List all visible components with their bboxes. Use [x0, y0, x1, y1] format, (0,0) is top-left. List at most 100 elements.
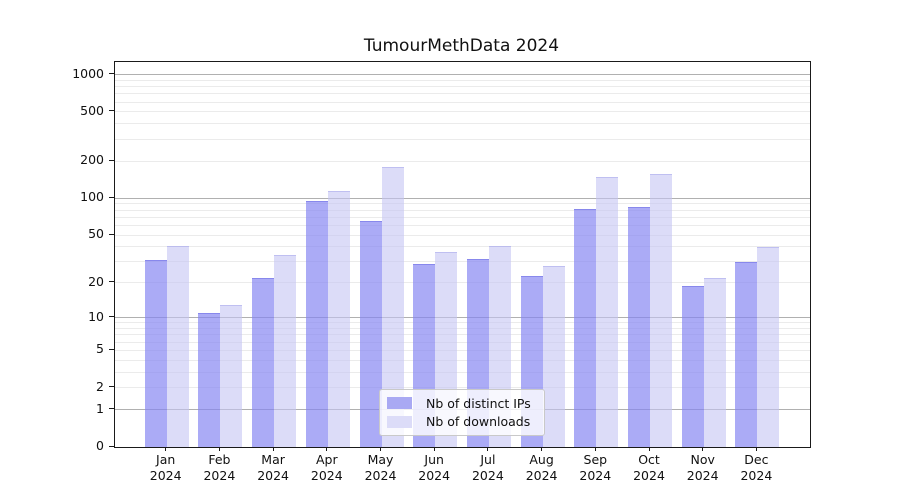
- y-tick-label: 1000: [72, 65, 104, 81]
- y-tick-label: 100: [80, 189, 104, 205]
- y-tick-mark: [109, 348, 114, 350]
- y-tick-mark: [109, 316, 114, 318]
- legend-swatch-distinct-ips-icon: [387, 397, 412, 410]
- y-tick-mark: [109, 73, 114, 75]
- x-tick-mark: [272, 447, 274, 451]
- y-tick-mark: [109, 233, 114, 235]
- gridline-minor: [115, 359, 810, 361]
- legend-item-downloads: Nb of downloads: [387, 414, 544, 429]
- bar-distinct-ips-oct: [628, 206, 650, 447]
- y-tick-mark: [109, 110, 114, 112]
- gridline-minor: [115, 79, 810, 81]
- x-tick-mark: [487, 447, 489, 451]
- gridline-minor: [115, 387, 810, 389]
- bar-distinct-ips-feb: [198, 313, 221, 447]
- x-tick-mark: [380, 447, 381, 451]
- x-tick-label: Aug 2024: [525, 452, 558, 483]
- y-tick-mark: [109, 196, 114, 198]
- x-tick-label: Jan 2024: [149, 452, 182, 483]
- bar-distinct-ips-mar: [252, 277, 275, 447]
- y-tick-label: 2: [96, 378, 104, 394]
- x-tick-mark: [702, 447, 704, 451]
- gridline-minor: [115, 334, 810, 336]
- x-tick-label: Oct 2024: [633, 452, 665, 483]
- legend-swatch-downloads-icon: [387, 415, 412, 428]
- bar-distinct-ips-nov: [681, 285, 704, 447]
- y-tick-mark: [109, 408, 114, 410]
- x-tick-label: Feb 2024: [203, 452, 236, 483]
- gridline-minor: [115, 209, 810, 211]
- y-tick-mark: [109, 281, 114, 283]
- gridline-minor: [115, 234, 810, 236]
- gridline-minor: [115, 246, 810, 248]
- legend-label-distinct-ips: Nb of distinct IPs: [426, 395, 531, 411]
- y-tick-label: 200: [80, 152, 104, 168]
- gridline-major: [115, 317, 810, 319]
- bar-distinct-ips-dec: [735, 261, 758, 447]
- bar-downloads-dec: [757, 246, 780, 447]
- legend-label-downloads: Nb of downloads: [426, 414, 531, 430]
- x-tick-label: Jun 2024: [418, 452, 451, 483]
- bar-downloads-apr: [327, 190, 350, 447]
- gridline-minor: [115, 216, 810, 218]
- gridline-minor: [115, 123, 810, 125]
- gridline-minor: [115, 160, 810, 162]
- y-tick-label: 1: [96, 400, 104, 416]
- y-tick-label: 500: [80, 102, 104, 118]
- legend: Nb of distinct IPs Nb of downloads: [379, 389, 545, 436]
- bar-downloads-feb: [220, 304, 243, 447]
- gridline-major: [115, 197, 810, 199]
- bar-downloads-jan: [166, 245, 189, 447]
- x-tick-mark: [648, 447, 650, 451]
- gridline-minor: [115, 86, 810, 88]
- gridline-minor: [115, 328, 810, 330]
- x-tick-label: Nov 2024: [686, 452, 719, 483]
- x-tick-label: Apr 2024: [310, 452, 343, 483]
- x-tick-label: May 2024: [364, 452, 397, 483]
- y-tick-mark: [109, 386, 114, 388]
- y-tick-label: 10: [88, 308, 104, 324]
- gridline-major: [115, 74, 810, 76]
- x-tick-label: Dec 2024: [740, 452, 773, 483]
- gridline-minor: [115, 349, 810, 351]
- x-tick-mark: [755, 447, 757, 451]
- y-tick-mark: [109, 445, 114, 447]
- gridline-minor: [115, 93, 810, 95]
- x-tick-mark: [165, 447, 167, 451]
- bar-downloads-may: [381, 166, 404, 447]
- y-tick-label: 50: [88, 226, 104, 242]
- bar-downloads-sep: [596, 177, 619, 447]
- bar-downloads-nov: [703, 277, 726, 447]
- gridline-minor: [115, 322, 810, 324]
- gridline-minor: [115, 341, 810, 343]
- y-tick-mark: [109, 159, 114, 161]
- gridline-minor: [115, 111, 810, 113]
- gridline-minor: [115, 101, 810, 103]
- gridline-minor: [115, 224, 810, 226]
- bar-downloads-aug: [542, 265, 565, 447]
- x-tick-mark: [594, 447, 596, 451]
- x-tick-mark: [433, 447, 435, 451]
- gridline-minor: [115, 261, 810, 263]
- bar-distinct-ips-apr: [305, 200, 328, 447]
- gridline-minor: [115, 282, 810, 284]
- gridline-minor: [115, 138, 810, 140]
- bar-downloads-oct: [650, 174, 672, 447]
- x-tick-mark: [218, 447, 220, 451]
- legend-item-distinct-ips: Nb of distinct IPs: [387, 396, 544, 411]
- y-tick-label: 0: [96, 438, 104, 453]
- chart-title: TumourMethData 2024: [363, 36, 560, 56]
- y-tick-label: 20: [88, 273, 104, 289]
- x-tick-label: Jul 2024: [471, 452, 504, 483]
- x-tick-label: Mar 2024: [257, 452, 289, 483]
- bar-downloads-mar: [274, 255, 297, 447]
- x-tick-label: Sep 2024: [579, 452, 612, 483]
- gridline-minor: [115, 371, 810, 373]
- gridline-minor: [115, 203, 810, 205]
- bar-distinct-ips-sep: [574, 208, 597, 447]
- bar-distinct-ips-jan: [144, 260, 167, 447]
- x-tick-mark: [326, 447, 328, 451]
- x-tick-mark: [541, 447, 543, 451]
- bar-distinct-ips-may: [359, 221, 382, 447]
